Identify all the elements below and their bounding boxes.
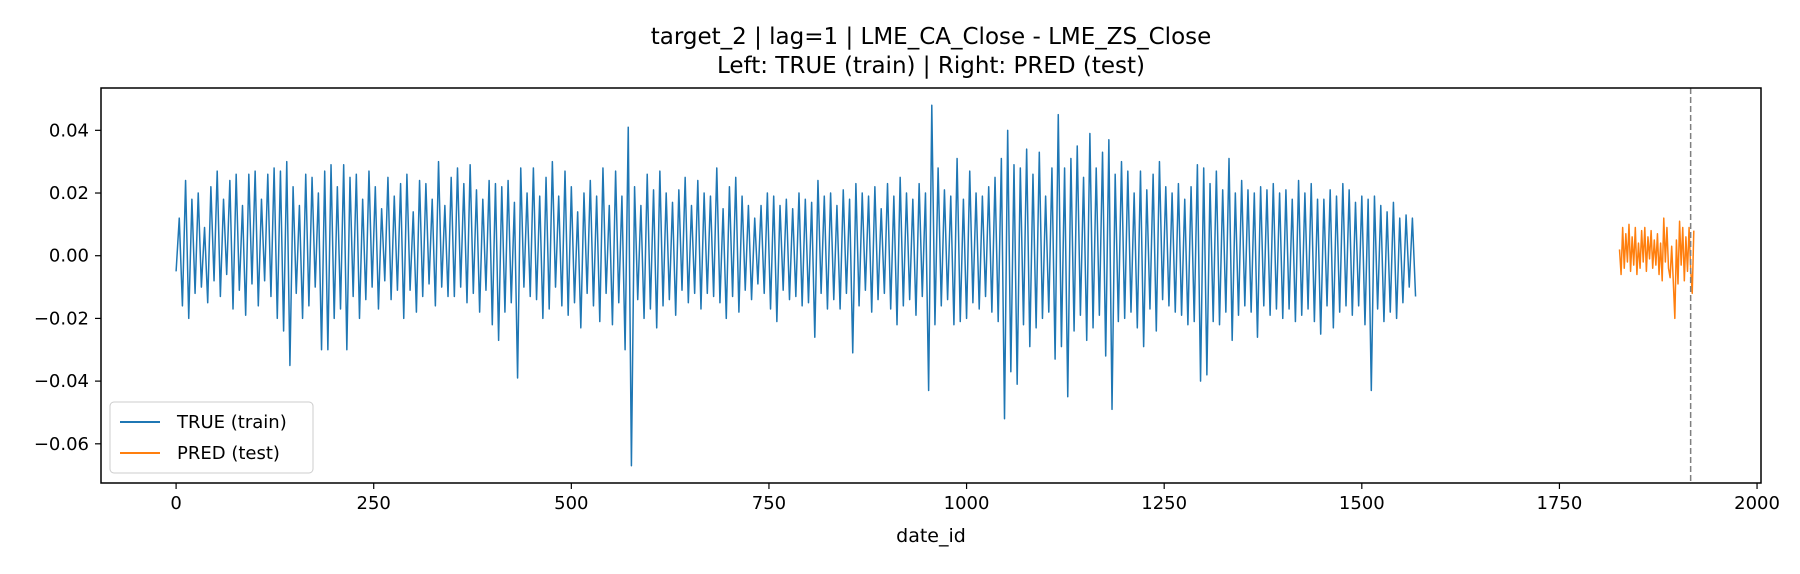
x-tick-label: 0: [170, 493, 181, 514]
x-tick-label: 500: [554, 493, 588, 514]
chart-subtitle: Left: TRUE (train) | Right: PRED (test): [717, 53, 1145, 79]
x-tick-label: 750: [752, 493, 786, 514]
plot-area: [175, 88, 1695, 483]
chart-title: target_2 | lag=1 | LME_CA_Close - LME_ZS…: [651, 24, 1212, 50]
x-tick-label: 1000: [944, 493, 990, 514]
x-tick-label: 1250: [1141, 493, 1187, 514]
x-tick-label: 1750: [1537, 493, 1583, 514]
legend-box: [109, 401, 314, 474]
y-tick-label: 0.00: [49, 246, 89, 267]
y-tick-label: −0.02: [34, 308, 89, 329]
x-axis-label: date_id: [896, 525, 966, 547]
y-tick-label: −0.04: [34, 371, 89, 392]
x-tick-label: 250: [357, 493, 391, 514]
x-tick-label: 1500: [1339, 493, 1385, 514]
y-tick-label: 0.04: [49, 120, 89, 141]
series-line-pred-test: [1618, 217, 1695, 320]
x-tick-label: 2000: [1734, 493, 1780, 514]
series-line-true-train: [175, 104, 1417, 467]
y-axis: −0.06 −0.04 −0.02 0.00 0.02 0.04: [34, 120, 101, 455]
y-tick-label: −0.06: [34, 434, 89, 455]
y-tick-label: 0.02: [49, 183, 89, 204]
plot-frame: [100, 87, 1762, 484]
legend-label: PRED (test): [177, 443, 280, 464]
legend: TRUE (train) PRED (test): [109, 401, 314, 474]
legend-label: TRUE (train): [176, 412, 287, 433]
x-axis: 0 250 500 750 1000 1250 1500 1750 2000: [170, 483, 1780, 514]
